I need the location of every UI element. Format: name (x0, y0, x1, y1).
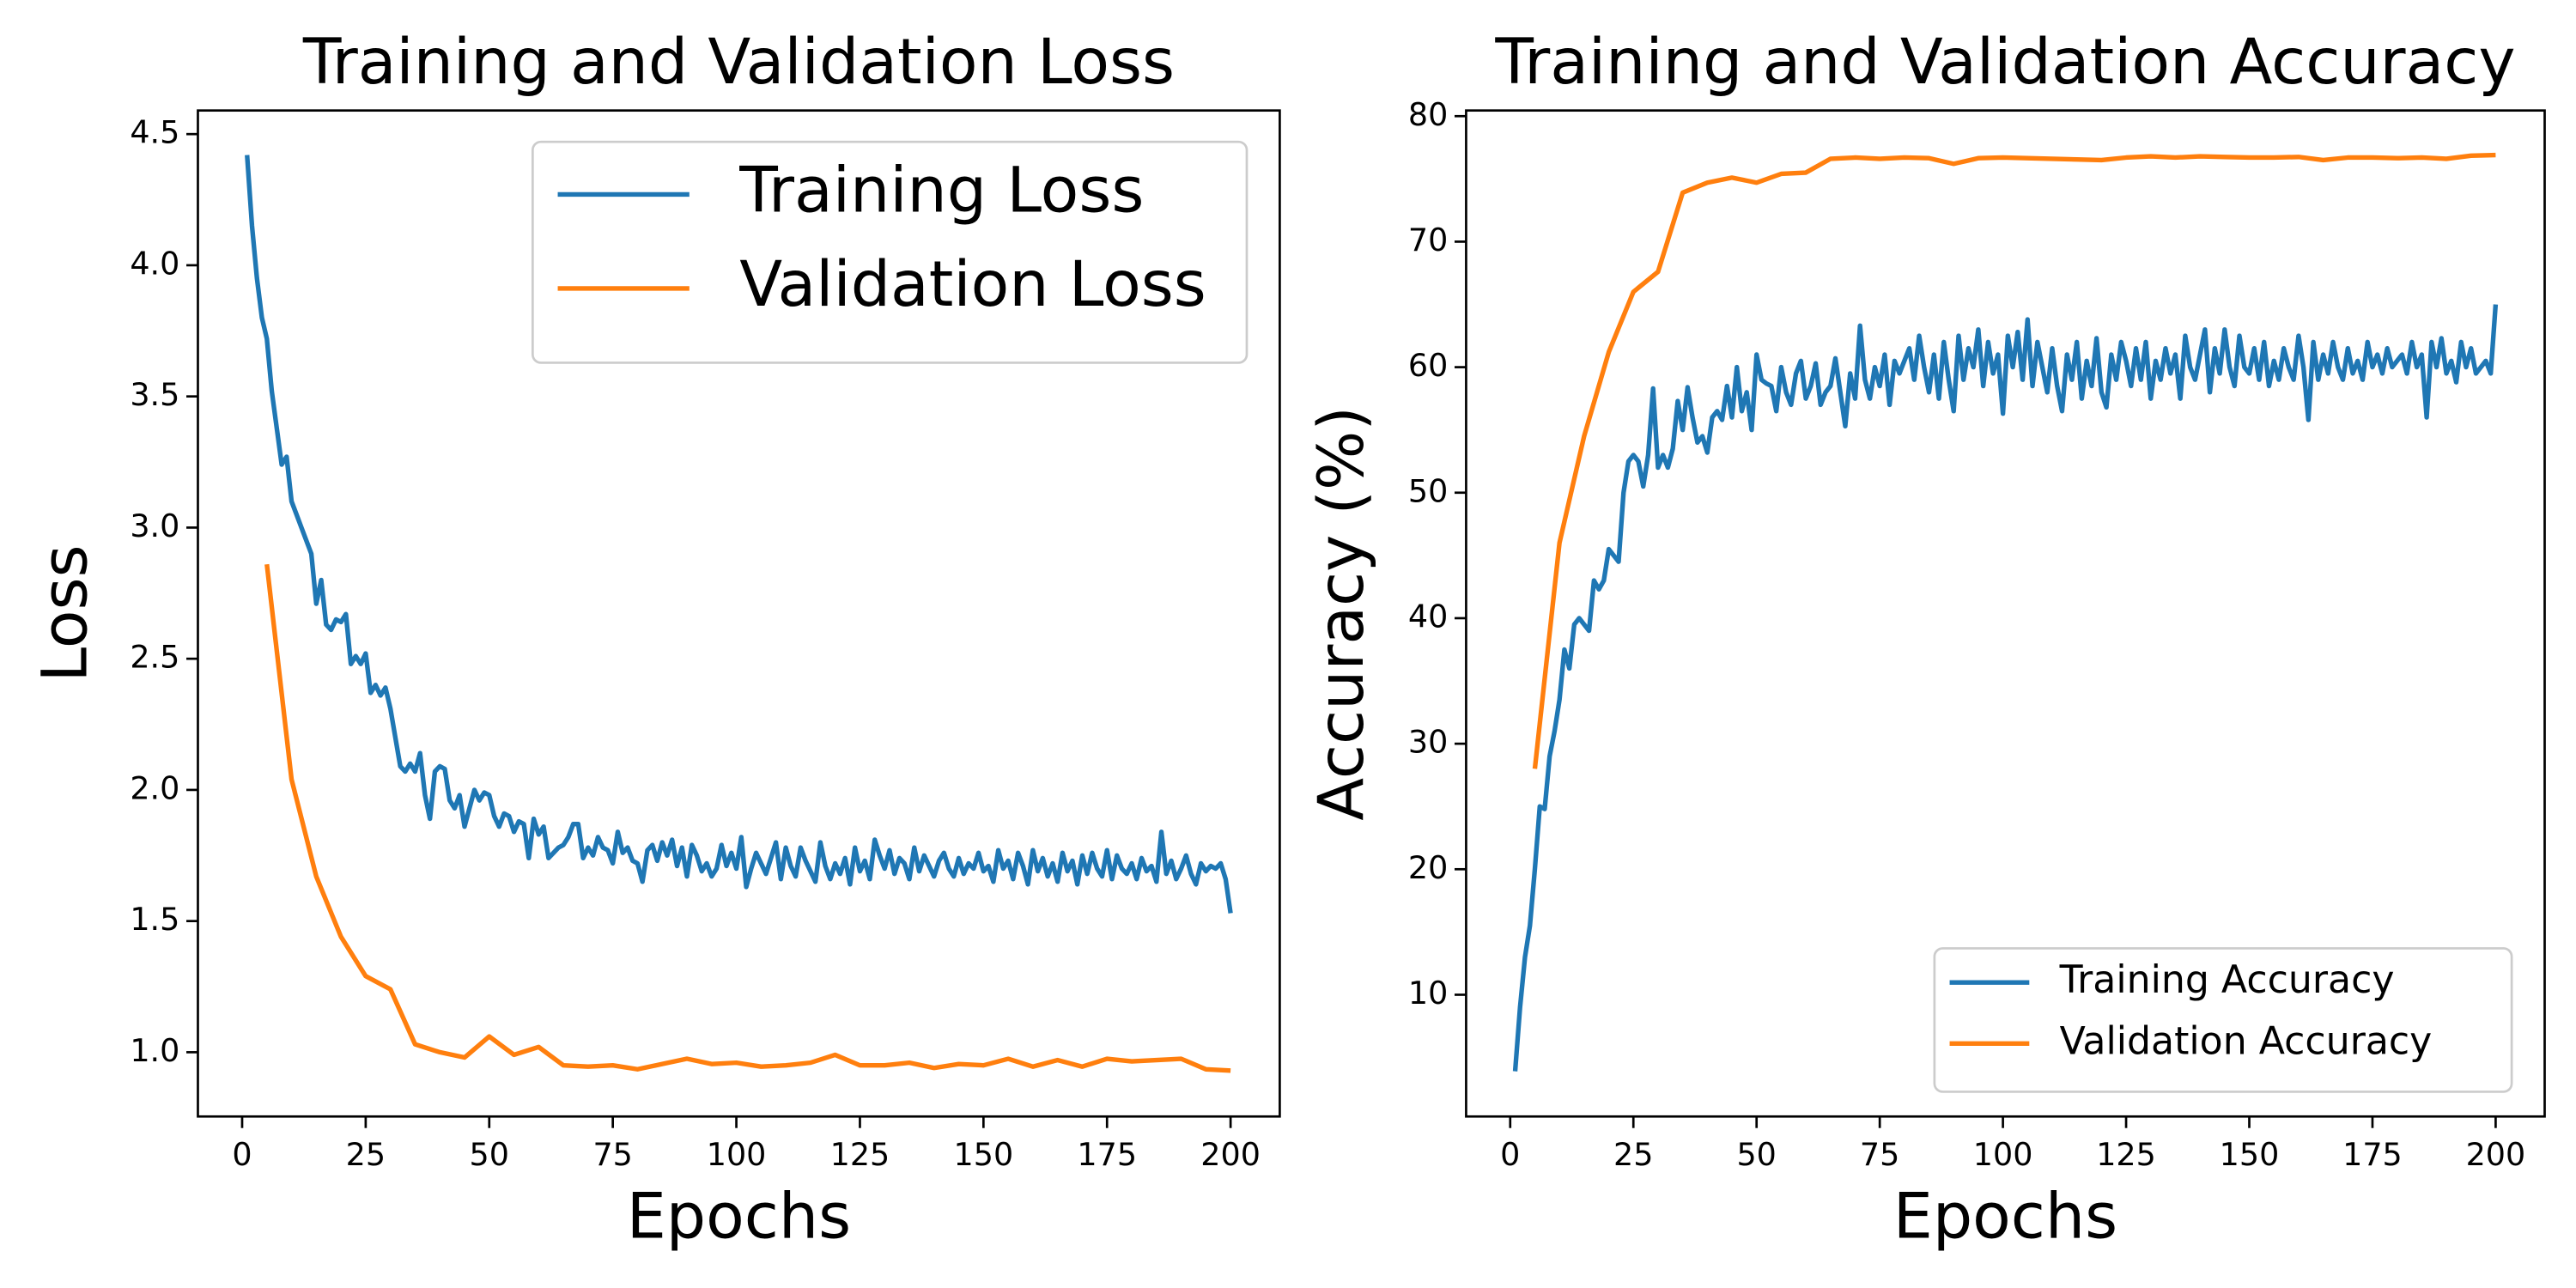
x-tick-label: 125 (2096, 1136, 2156, 1173)
x-axis-label: Epochs (627, 1180, 851, 1253)
series-line (1512, 304, 2499, 1072)
chart-title: Training and Validation Loss (302, 26, 1175, 99)
y-tick-label: 2.5 (130, 639, 179, 676)
plot-frame (197, 109, 1281, 1118)
x-tick-label: 200 (1200, 1136, 1261, 1173)
y-axis-label: Loss (29, 544, 102, 682)
x-axis-label: Epochs (1893, 1180, 2117, 1253)
y-tick-label: 4.0 (130, 245, 179, 282)
series-line (1532, 152, 2496, 769)
y-tick-label: 2.0 (130, 769, 179, 806)
y-axis-label: Accuracy (%) (1305, 406, 1378, 821)
x-tick-label: 150 (954, 1136, 1014, 1173)
y-tick-label: 3.5 (130, 376, 179, 413)
y-tick-label: 50 (1408, 472, 1448, 509)
y-tick-label: 30 (1408, 724, 1448, 761)
y-tick-label: 10 (1408, 975, 1448, 1012)
x-tick-label: 200 (2466, 1136, 2526, 1173)
legend-label: Validation Loss (739, 248, 1206, 321)
y-tick-label: 1.5 (130, 901, 179, 938)
x-tick-label: 25 (346, 1136, 386, 1173)
legend-label: Validation Accuracy (2060, 1019, 2433, 1063)
chart-title: Training and Validation Accuracy (1494, 26, 2515, 99)
y-tick-label: 80 (1408, 96, 1448, 133)
y-tick-label: 3.0 (130, 507, 179, 544)
x-tick-label: 125 (830, 1136, 890, 1173)
y-tick-label: 4.5 (130, 114, 179, 151)
x-tick-label: 175 (1077, 1136, 1137, 1173)
series-line (264, 563, 1231, 1073)
x-tick-label: 0 (1500, 1136, 1520, 1173)
x-tick-label: 175 (2342, 1136, 2403, 1173)
y-tick-label: 20 (1408, 849, 1448, 886)
legend-box (532, 140, 1249, 364)
x-tick-label: 75 (1860, 1136, 1899, 1173)
x-tick-label: 50 (1736, 1136, 1776, 1173)
legend-box (1933, 947, 2513, 1093)
legend-label: Training Accuracy (2059, 958, 2395, 1002)
y-tick-label: 1.0 (130, 1032, 179, 1069)
x-tick-label: 50 (470, 1136, 509, 1173)
x-tick-label: 150 (2220, 1136, 2280, 1173)
x-tick-label: 0 (232, 1136, 252, 1173)
y-tick-label: 40 (1408, 598, 1448, 635)
series-line (245, 155, 1233, 914)
y-tick-label: 60 (1408, 347, 1448, 384)
x-tick-label: 75 (592, 1136, 632, 1173)
x-tick-label: 100 (707, 1136, 767, 1173)
legend-label: Training Loss (738, 154, 1144, 227)
plot-frame (1465, 109, 2546, 1118)
x-tick-label: 25 (1613, 1136, 1653, 1173)
x-tick-label: 100 (1973, 1136, 2033, 1173)
y-tick-label: 70 (1408, 222, 1448, 258)
